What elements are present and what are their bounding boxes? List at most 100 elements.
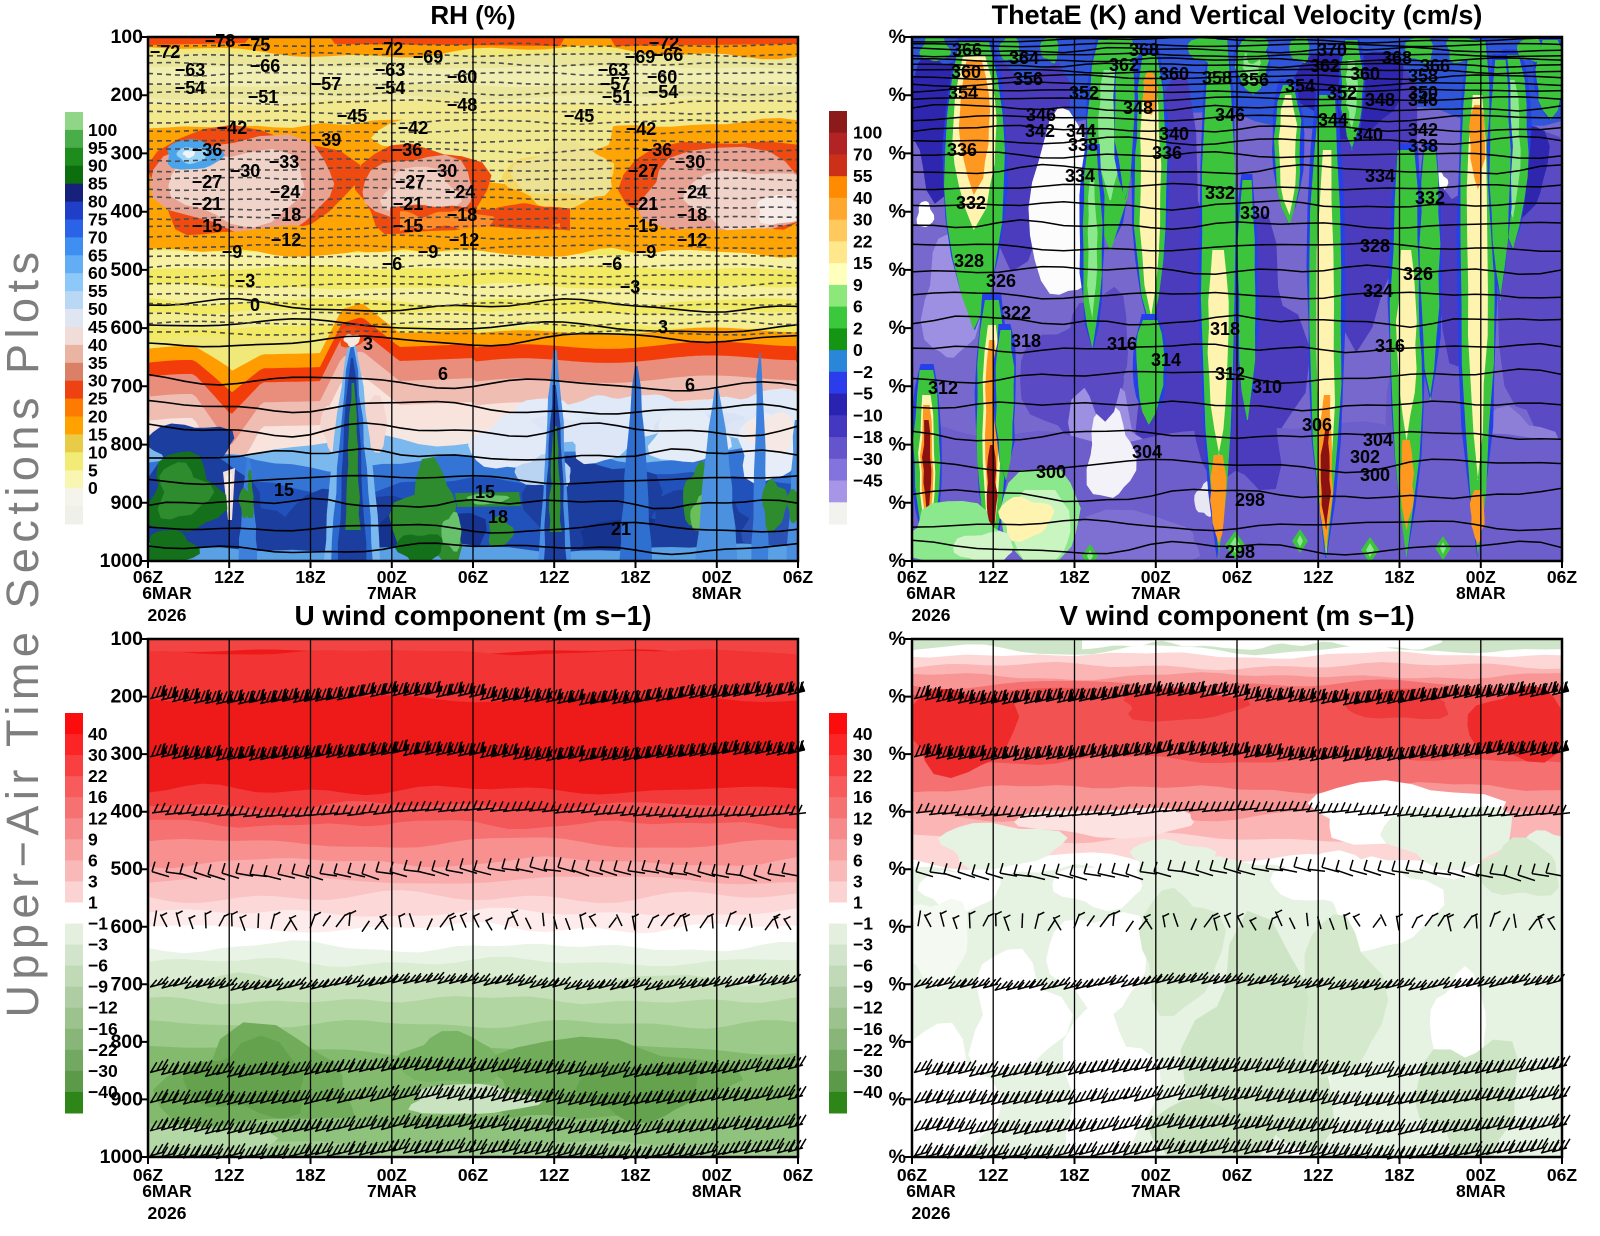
svg-text:342: 342 — [1025, 121, 1055, 141]
svg-text:298: 298 — [1235, 490, 1265, 510]
svg-text:328: 328 — [1360, 236, 1390, 256]
svg-text:8MAR: 8MAR — [692, 1181, 742, 1201]
svg-text:338: 338 — [1068, 135, 1098, 155]
svg-text:−30: −30 — [853, 1061, 883, 1081]
svg-text:−16: −16 — [88, 1019, 118, 1039]
svg-text:45: 45 — [88, 317, 108, 337]
svg-text:3: 3 — [363, 334, 373, 354]
svg-text:00Z: 00Z — [1141, 1165, 1171, 1185]
svg-text:06Z: 06Z — [897, 567, 927, 587]
svg-text:−30: −30 — [853, 449, 883, 469]
svg-text:%: % — [889, 375, 906, 397]
svg-text:−66: −66 — [653, 45, 684, 65]
svg-text:−18: −18 — [271, 205, 302, 225]
svg-text:400: 400 — [110, 201, 143, 223]
svg-text:18Z: 18Z — [1059, 1165, 1089, 1185]
svg-text:12Z: 12Z — [1303, 1165, 1333, 1185]
svg-text:362: 362 — [1310, 56, 1340, 76]
svg-text:06Z: 06Z — [133, 567, 163, 587]
svg-text:12: 12 — [853, 808, 873, 828]
svg-text:−40: −40 — [853, 1082, 883, 1102]
svg-text:800: 800 — [110, 1031, 143, 1053]
svg-text:ThetaE (K) and Vertical Veloci: ThetaE (K) and Vertical Velocity (cm/s) — [992, 0, 1483, 30]
svg-text:%: % — [889, 916, 906, 938]
svg-text:1000: 1000 — [100, 550, 144, 572]
svg-text:−63: −63 — [375, 60, 406, 80]
svg-text:20: 20 — [88, 407, 108, 427]
svg-text:8MAR: 8MAR — [692, 583, 742, 603]
svg-text:−1: −1 — [853, 914, 873, 934]
svg-text:%: % — [889, 434, 906, 456]
svg-text:−22: −22 — [88, 1040, 118, 1060]
svg-text:9: 9 — [853, 829, 863, 849]
svg-text:−12: −12 — [853, 998, 883, 1018]
svg-text:100: 100 — [110, 26, 143, 48]
svg-text:312: 312 — [928, 378, 958, 398]
svg-text:12Z: 12Z — [214, 567, 244, 587]
svg-text:00Z: 00Z — [1466, 1165, 1496, 1185]
svg-text:−3: −3 — [235, 271, 256, 291]
svg-text:6MAR: 6MAR — [142, 583, 192, 603]
svg-text:3: 3 — [853, 871, 863, 891]
svg-text:06Z: 06Z — [1222, 1165, 1252, 1185]
svg-text:−60: −60 — [647, 67, 678, 87]
svg-text:22: 22 — [853, 766, 873, 786]
svg-text:18Z: 18Z — [295, 1165, 325, 1185]
svg-text:%: % — [889, 1088, 906, 1110]
svg-text:316: 316 — [1107, 334, 1137, 354]
svg-text:336: 336 — [1152, 143, 1182, 163]
svg-text:346: 346 — [1215, 105, 1245, 125]
svg-text:310: 310 — [1252, 377, 1282, 397]
svg-text:100: 100 — [110, 628, 143, 650]
svg-text:−9: −9 — [418, 242, 439, 262]
svg-text:306: 306 — [1302, 415, 1332, 435]
svg-text:0: 0 — [88, 478, 98, 498]
svg-text:V wind component (m s−1): V wind component (m s−1) — [1059, 600, 1414, 631]
svg-text:−27: −27 — [192, 172, 223, 192]
svg-text:−30: −30 — [88, 1061, 118, 1081]
svg-text:304: 304 — [1132, 442, 1162, 462]
svg-text:6MAR: 6MAR — [142, 1181, 192, 1201]
svg-text:−51: −51 — [248, 87, 279, 107]
svg-text:−15: −15 — [393, 216, 424, 236]
svg-text:9: 9 — [88, 829, 98, 849]
svg-text:328: 328 — [954, 251, 984, 271]
svg-text:324: 324 — [1363, 281, 1393, 301]
svg-text:%: % — [889, 84, 906, 106]
svg-text:85: 85 — [88, 174, 108, 194]
svg-text:%: % — [889, 973, 906, 995]
svg-text:358: 358 — [1408, 66, 1438, 86]
svg-text:6: 6 — [438, 364, 448, 384]
svg-text:−57: −57 — [311, 74, 342, 94]
svg-text:18Z: 18Z — [295, 567, 325, 587]
svg-text:18Z: 18Z — [1384, 1165, 1414, 1185]
svg-text:−36: −36 — [642, 140, 673, 160]
svg-text:−18: −18 — [853, 427, 883, 447]
svg-text:500: 500 — [110, 858, 143, 880]
svg-text:50: 50 — [88, 299, 108, 319]
svg-text:−69: −69 — [625, 47, 656, 67]
svg-text:−63: −63 — [175, 60, 206, 80]
svg-text:300: 300 — [110, 142, 143, 164]
svg-text:70: 70 — [88, 227, 108, 247]
svg-text:−60: −60 — [447, 67, 478, 87]
svg-text:318: 318 — [1210, 319, 1240, 339]
svg-text:366: 366 — [1420, 56, 1450, 76]
svg-text:352: 352 — [1327, 83, 1357, 103]
svg-text:356: 356 — [1013, 69, 1043, 89]
svg-text:6MAR: 6MAR — [906, 1181, 956, 1201]
svg-text:00Z: 00Z — [1141, 567, 1171, 587]
svg-text:9: 9 — [853, 275, 863, 295]
svg-text:−15: −15 — [192, 216, 223, 236]
svg-text:30: 30 — [88, 371, 108, 391]
svg-text:00Z: 00Z — [377, 567, 407, 587]
svg-text:2026: 2026 — [912, 605, 951, 625]
svg-text:−6: −6 — [602, 254, 623, 274]
svg-text:300: 300 — [1036, 462, 1066, 482]
svg-text:358: 358 — [1202, 68, 1232, 88]
svg-text:300: 300 — [1360, 465, 1390, 485]
svg-text:16: 16 — [88, 787, 108, 807]
svg-text:%: % — [889, 26, 906, 48]
svg-text:%: % — [889, 686, 906, 708]
svg-text:00Z: 00Z — [377, 1165, 407, 1185]
